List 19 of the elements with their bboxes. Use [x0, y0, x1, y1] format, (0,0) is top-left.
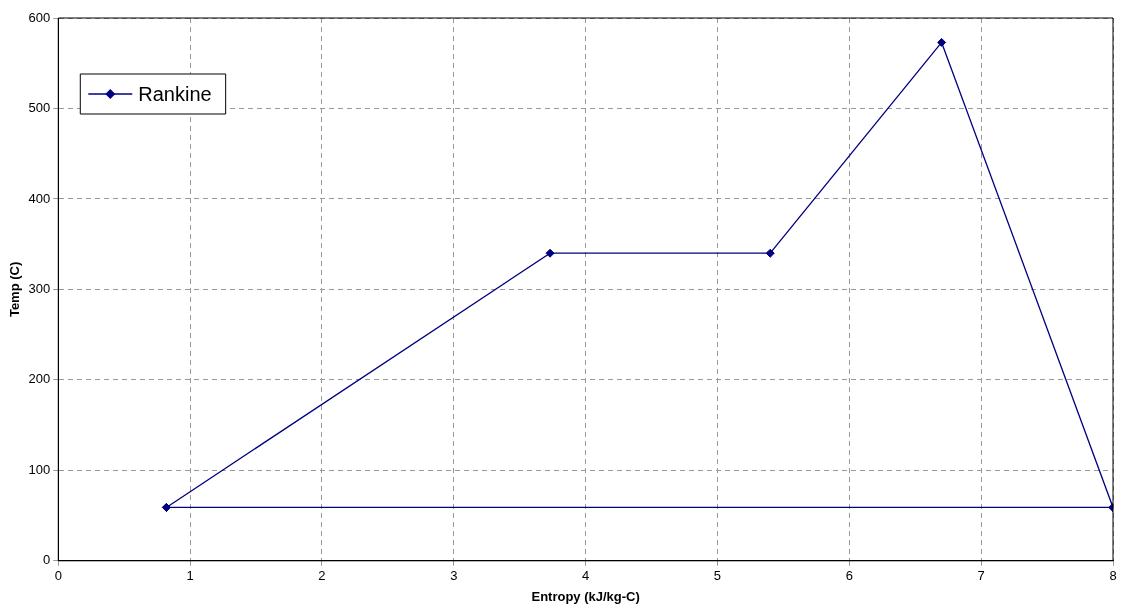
y-tick-label: 0 — [43, 552, 51, 568]
y-tick-label: 500 — [28, 100, 51, 116]
x-tick-label: 1 — [186, 568, 194, 584]
x-tick-label: 7 — [977, 568, 985, 584]
x-tick-label: 6 — [845, 568, 853, 584]
x-tick-label: 3 — [450, 568, 458, 584]
y-tick-label: 200 — [28, 371, 51, 387]
y-axis-title: Temp (C) — [7, 261, 23, 318]
y-tick-label: 400 — [28, 190, 51, 206]
legend-label: Rankine — [138, 82, 212, 105]
x-tick-label: 4 — [582, 568, 590, 584]
y-tick-label: 100 — [28, 461, 51, 477]
y-tick-label: 300 — [28, 280, 51, 296]
y-tick-label: 600 — [28, 9, 51, 25]
x-tick-label: 2 — [318, 568, 326, 584]
x-tick-label: 8 — [1109, 568, 1117, 584]
x-axis-title: Entropy (kJ/kg-C) — [531, 588, 640, 604]
x-tick-label: 5 — [713, 568, 722, 584]
x-tick-label: 0 — [54, 568, 62, 584]
